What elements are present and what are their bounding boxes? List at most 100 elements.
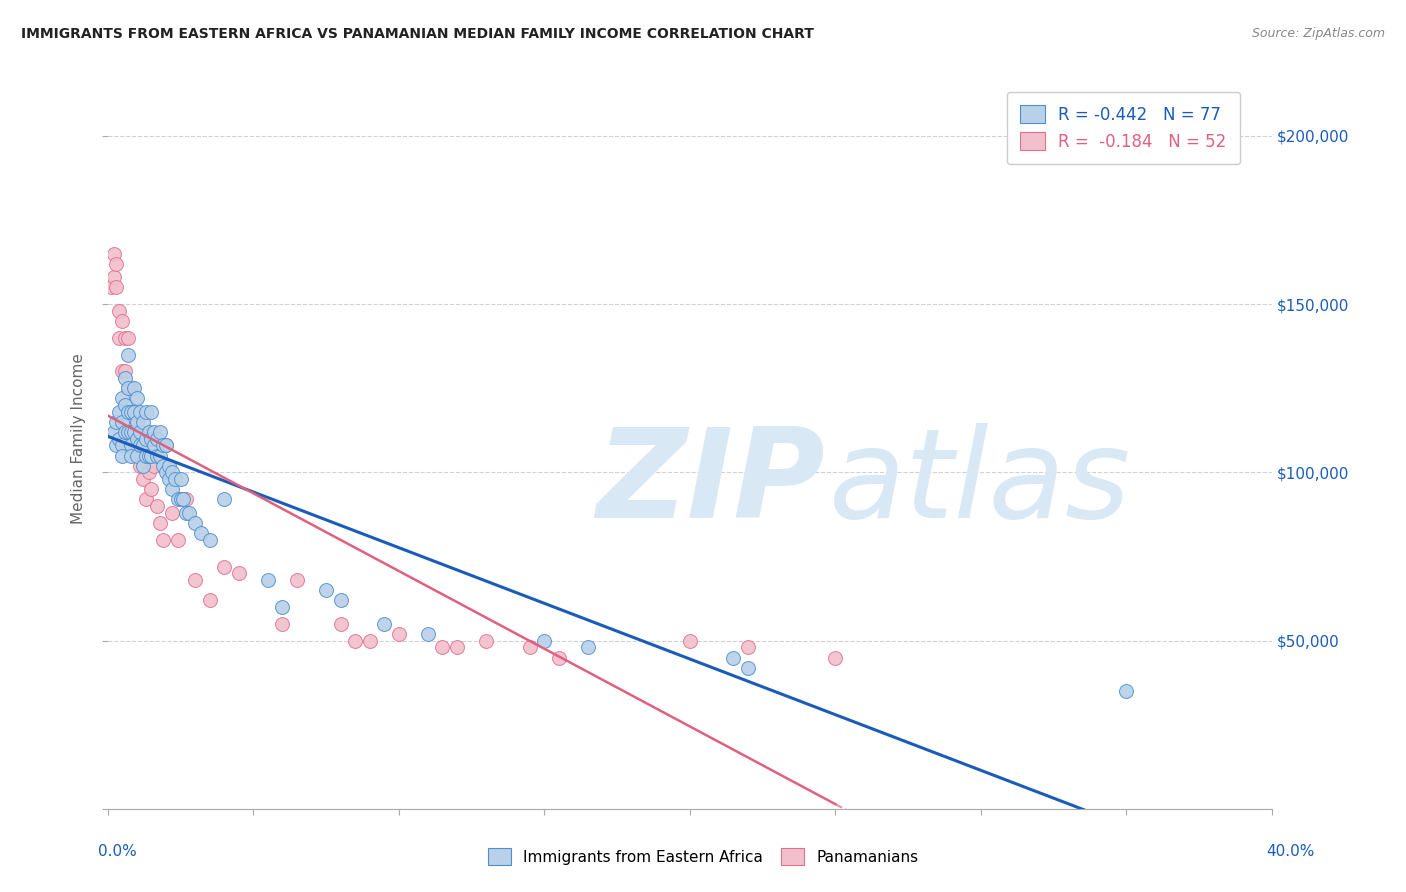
- Point: [228, 566, 250, 581]
- Point: [131, 415, 153, 429]
- Point: [533, 633, 555, 648]
- Point: [117, 405, 139, 419]
- Point: [103, 270, 125, 285]
- Point: [176, 506, 198, 520]
- Point: [141, 432, 163, 446]
- Point: [103, 246, 125, 260]
- Point: [285, 573, 308, 587]
- Point: [271, 616, 294, 631]
- Point: [138, 425, 160, 439]
- Point: [152, 438, 174, 452]
- Point: [117, 381, 139, 395]
- Point: [111, 314, 134, 328]
- Point: [157, 458, 180, 473]
- Point: [184, 573, 207, 587]
- Point: [114, 331, 136, 345]
- Point: [138, 466, 160, 480]
- Point: [344, 633, 367, 648]
- Point: [155, 466, 177, 480]
- Point: [143, 438, 166, 452]
- Point: [128, 425, 150, 439]
- Point: [111, 449, 134, 463]
- Point: [108, 331, 131, 345]
- Point: [143, 458, 166, 473]
- Point: [117, 381, 139, 395]
- Point: [446, 640, 468, 655]
- Point: [155, 438, 177, 452]
- Point: [169, 472, 191, 486]
- Point: [122, 381, 145, 395]
- Point: [111, 392, 134, 406]
- Legend: Immigrants from Eastern Africa, Panamanians: Immigrants from Eastern Africa, Panamani…: [482, 842, 924, 871]
- Point: [160, 466, 183, 480]
- Point: [111, 364, 134, 378]
- Point: [329, 616, 352, 631]
- Point: [105, 257, 128, 271]
- Point: [146, 432, 169, 446]
- Point: [155, 438, 177, 452]
- Point: [120, 438, 142, 452]
- Point: [117, 331, 139, 345]
- Point: [157, 472, 180, 486]
- Point: [114, 398, 136, 412]
- Point: [176, 492, 198, 507]
- Point: [737, 660, 759, 674]
- Point: [172, 492, 194, 507]
- Point: [1115, 684, 1137, 698]
- Point: [135, 449, 157, 463]
- Text: Source: ZipAtlas.com: Source: ZipAtlas.com: [1251, 27, 1385, 40]
- Point: [152, 533, 174, 547]
- Point: [190, 526, 212, 541]
- Point: [108, 432, 131, 446]
- Text: 0.0%: 0.0%: [98, 845, 138, 859]
- Point: [160, 482, 183, 496]
- Text: IMMIGRANTS FROM EASTERN AFRICA VS PANAMANIAN MEDIAN FAMILY INCOME CORRELATION CH: IMMIGRANTS FROM EASTERN AFRICA VS PANAMA…: [21, 27, 814, 41]
- Point: [329, 593, 352, 607]
- Point: [212, 492, 235, 507]
- Point: [120, 405, 142, 419]
- Point: [149, 449, 172, 463]
- Point: [105, 438, 128, 452]
- Point: [679, 633, 702, 648]
- Point: [149, 516, 172, 530]
- Point: [141, 482, 163, 496]
- Point: [163, 472, 186, 486]
- Point: [547, 650, 569, 665]
- Point: [128, 458, 150, 473]
- Point: [114, 425, 136, 439]
- Point: [576, 640, 599, 655]
- Point: [135, 405, 157, 419]
- Point: [169, 492, 191, 507]
- Text: atlas: atlas: [830, 423, 1132, 544]
- Point: [723, 650, 745, 665]
- Point: [184, 516, 207, 530]
- Point: [122, 405, 145, 419]
- Point: [135, 492, 157, 507]
- Point: [166, 533, 188, 547]
- Text: 40.0%: 40.0%: [1267, 845, 1315, 859]
- Point: [117, 348, 139, 362]
- Point: [128, 438, 150, 452]
- Point: [100, 280, 122, 294]
- Point: [315, 583, 337, 598]
- Point: [198, 533, 221, 547]
- Point: [125, 415, 148, 429]
- Point: [114, 371, 136, 385]
- Point: [152, 458, 174, 473]
- Point: [373, 616, 395, 631]
- Point: [179, 506, 201, 520]
- Point: [475, 633, 498, 648]
- Point: [131, 438, 153, 452]
- Point: [141, 449, 163, 463]
- Point: [432, 640, 454, 655]
- Y-axis label: Median Family Income: Median Family Income: [72, 353, 86, 524]
- Point: [131, 438, 153, 452]
- Point: [135, 432, 157, 446]
- Point: [114, 364, 136, 378]
- Point: [125, 432, 148, 446]
- Point: [160, 506, 183, 520]
- Point: [131, 472, 153, 486]
- Point: [108, 303, 131, 318]
- Point: [149, 425, 172, 439]
- Point: [416, 627, 439, 641]
